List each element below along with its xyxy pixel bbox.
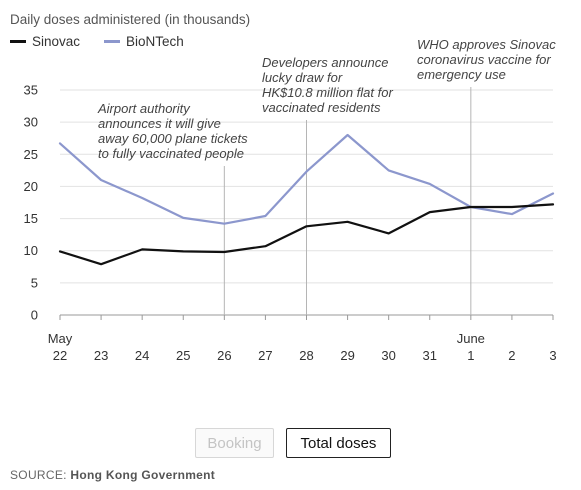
series-line-sinovac — [58, 203, 555, 266]
annotation-text: to fully vaccinated people — [98, 146, 244, 161]
x-tick-label: 27 — [258, 348, 272, 363]
x-tick-label: 26 — [217, 348, 231, 363]
x-tick-label: May — [48, 331, 73, 346]
y-tick-label: 5 — [31, 275, 38, 290]
y-tick-label: 30 — [24, 115, 38, 130]
x-tick-label: 28 — [299, 348, 313, 363]
x-tick-label: June — [457, 331, 485, 346]
x-tick-label: 2 — [508, 348, 515, 363]
y-tick-label: 10 — [24, 243, 38, 258]
annotation-text: announces it will give — [98, 116, 221, 131]
legend-swatch-biontech — [104, 40, 120, 43]
source-label: SOURCE: — [10, 468, 67, 482]
annotation-text: emergency use — [417, 67, 506, 82]
annotation-text: Developers announce — [262, 55, 388, 70]
legend-swatch-sinovac — [10, 40, 26, 43]
chart-title: Daily doses administered (in thousands) — [10, 12, 251, 27]
y-tick-label: 25 — [24, 147, 38, 162]
annotation-text: away 60,000 plane tickets — [98, 131, 248, 146]
x-tick-label: 22 — [53, 348, 67, 363]
x-tick-label: 25 — [176, 348, 190, 363]
annotation-text: lucky draw for — [262, 70, 343, 85]
annotation-text: coronavirus vaccine for — [417, 52, 551, 67]
y-tick-label: 0 — [31, 308, 38, 323]
source-note: SOURCE: Hong Kong Government — [10, 468, 215, 482]
legend-item-biontech: BioNTech — [104, 34, 184, 49]
legend-label-sinovac: Sinovac — [32, 34, 81, 49]
annotation-text: Airport authority — [97, 101, 191, 116]
legend-item-sinovac: Sinovac — [10, 34, 80, 49]
legend-label-biontech: BioNTech — [126, 34, 184, 49]
x-tick-label: 30 — [381, 348, 395, 363]
source-value: Hong Kong Government — [70, 468, 216, 482]
annotation-text: HK$10.8 million flat for — [262, 85, 393, 100]
total-doses-button[interactable]: Total doses — [286, 428, 391, 458]
x-tick-label: 1 — [467, 348, 474, 363]
x-tick-label: 24 — [135, 348, 149, 363]
y-tick-label: 20 — [24, 179, 38, 194]
annotation-text: WHO approves Sinovac — [417, 37, 556, 52]
x-tick-label: 3 — [549, 348, 556, 363]
y-tick-label: 15 — [24, 211, 38, 226]
x-tick-label: 23 — [94, 348, 108, 363]
booking-button[interactable]: Booking — [195, 428, 274, 458]
annotation-text: vaccinated residents — [262, 100, 381, 115]
x-tick-label: 29 — [340, 348, 354, 363]
y-tick-label: 35 — [24, 83, 38, 98]
x-tick-label: 31 — [423, 348, 437, 363]
